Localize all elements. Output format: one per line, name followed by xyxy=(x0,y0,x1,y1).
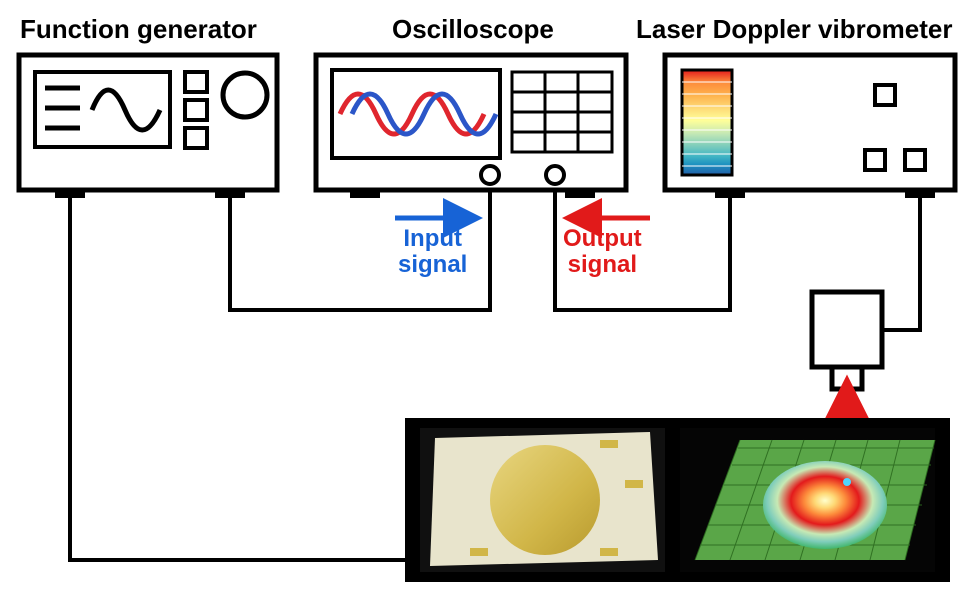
diagram-canvas: Function generator Oscilloscope Laser Do… xyxy=(0,0,968,610)
input-line2: signal xyxy=(398,251,467,278)
input-line1: Input xyxy=(403,225,462,252)
sensor-head xyxy=(812,292,882,389)
wire-ldv-to-camera xyxy=(882,190,920,330)
oscilloscope-box xyxy=(316,55,626,198)
sample-panel xyxy=(405,418,950,582)
label-vibrometer: Laser Doppler vibrometer xyxy=(636,14,952,45)
wire-fg-to-sample xyxy=(70,190,405,560)
output-signal-label: Output signal xyxy=(563,226,642,279)
diagram-svg xyxy=(0,0,968,610)
ldv-box xyxy=(665,55,955,198)
label-oscilloscope: Oscilloscope xyxy=(392,14,554,45)
output-line2: signal xyxy=(568,251,637,278)
function-generator-box xyxy=(19,55,277,198)
label-function-generator: Function generator xyxy=(20,14,257,45)
output-line1: Output xyxy=(563,225,642,252)
input-signal-label: Input signal xyxy=(398,226,467,279)
